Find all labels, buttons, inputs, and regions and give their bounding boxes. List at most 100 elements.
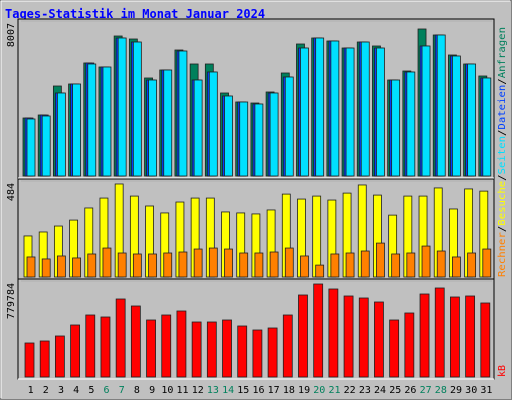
bar <box>148 253 157 278</box>
x-tick-label: 8 <box>134 385 140 396</box>
x-tick-label: 2 <box>43 385 49 396</box>
bar <box>315 264 325 278</box>
bar <box>176 310 187 378</box>
bar <box>193 79 203 177</box>
bar <box>452 256 461 278</box>
bar <box>161 314 172 378</box>
x-tick-label: 17 <box>268 385 280 396</box>
x-tick-label: 31 <box>480 385 492 396</box>
bar <box>87 63 97 177</box>
bar <box>56 255 66 278</box>
bar <box>117 37 127 177</box>
bar <box>298 294 308 378</box>
bar <box>482 248 492 278</box>
bar <box>56 92 66 177</box>
bar <box>376 47 385 177</box>
x-tick-label: 3 <box>58 385 64 396</box>
bar <box>358 297 369 378</box>
bar <box>87 253 97 278</box>
bar <box>284 247 294 278</box>
bar <box>132 41 142 177</box>
bar <box>391 79 401 177</box>
x-tick-label: 10 <box>161 385 173 396</box>
x-tick-label: 28 <box>435 385 447 396</box>
bar <box>85 314 96 378</box>
x-tick-label: 19 <box>298 385 310 396</box>
bar <box>252 329 263 378</box>
bar <box>239 101 249 177</box>
bar <box>115 298 126 378</box>
bar <box>102 247 112 278</box>
bar <box>360 250 370 278</box>
bar <box>178 50 188 177</box>
bar <box>404 312 415 378</box>
bar <box>24 342 35 378</box>
x-tick-label: 25 <box>389 385 401 396</box>
bar <box>26 256 36 278</box>
bar <box>191 321 202 378</box>
legend-separator: / <box>497 174 508 180</box>
bar <box>269 92 279 177</box>
bar <box>313 283 324 378</box>
bar <box>146 319 156 378</box>
bar <box>315 37 325 177</box>
bar <box>72 257 81 278</box>
x-tick-label: 11 <box>177 385 189 396</box>
x-tick-label: 21 <box>328 385 340 396</box>
bar <box>482 77 492 177</box>
bar <box>208 247 218 278</box>
bar <box>39 340 50 378</box>
bar <box>163 252 173 278</box>
x-tick-label: 30 <box>465 385 477 396</box>
bar <box>26 118 36 177</box>
bar <box>72 83 81 177</box>
x-tick-label: 27 <box>420 385 432 396</box>
legend-entry: Anfragen <box>497 27 508 78</box>
bar <box>102 66 112 177</box>
x-tick-label: 16 <box>252 385 264 396</box>
bar <box>300 47 309 177</box>
chart-title: Tages-Statistik im Monat Januar 2024 <box>5 7 265 21</box>
bar <box>465 295 476 378</box>
bar <box>267 327 278 378</box>
bar <box>480 302 491 378</box>
bar <box>41 258 51 278</box>
bar <box>163 69 173 177</box>
bar <box>343 295 354 378</box>
bar <box>193 248 203 278</box>
bar <box>237 325 248 378</box>
bar <box>467 252 477 278</box>
x-tick-label: 13 <box>207 385 219 396</box>
x-tick-label: 6 <box>104 385 110 396</box>
bar <box>376 242 385 278</box>
bar <box>224 95 233 177</box>
bar <box>54 335 65 378</box>
bar <box>330 253 340 278</box>
bar <box>282 314 293 378</box>
bar <box>389 319 400 378</box>
legend-entry: Seiten <box>497 136 508 174</box>
bar <box>374 301 384 378</box>
legend-separator: / <box>497 78 508 84</box>
x-tick-label: 5 <box>88 385 94 396</box>
bar <box>467 63 477 177</box>
bar <box>222 319 232 378</box>
bar <box>421 45 431 177</box>
bar <box>132 253 142 278</box>
y-tick-label: 779784 <box>6 283 17 319</box>
bar <box>391 253 401 278</box>
x-tick-label: 20 <box>313 385 325 396</box>
x-tick-label: 12 <box>192 385 204 396</box>
legend-entry: kB <box>497 365 508 377</box>
legend-entry: Dateien <box>497 85 508 130</box>
x-tick-label: 9 <box>149 385 155 396</box>
bar <box>300 255 309 278</box>
bar <box>206 321 217 378</box>
bar <box>434 287 445 378</box>
bar <box>406 71 416 177</box>
bar <box>254 103 264 177</box>
bar <box>284 76 294 177</box>
x-tick-label: 29 <box>450 385 462 396</box>
bar <box>345 47 355 177</box>
bar <box>436 250 446 278</box>
